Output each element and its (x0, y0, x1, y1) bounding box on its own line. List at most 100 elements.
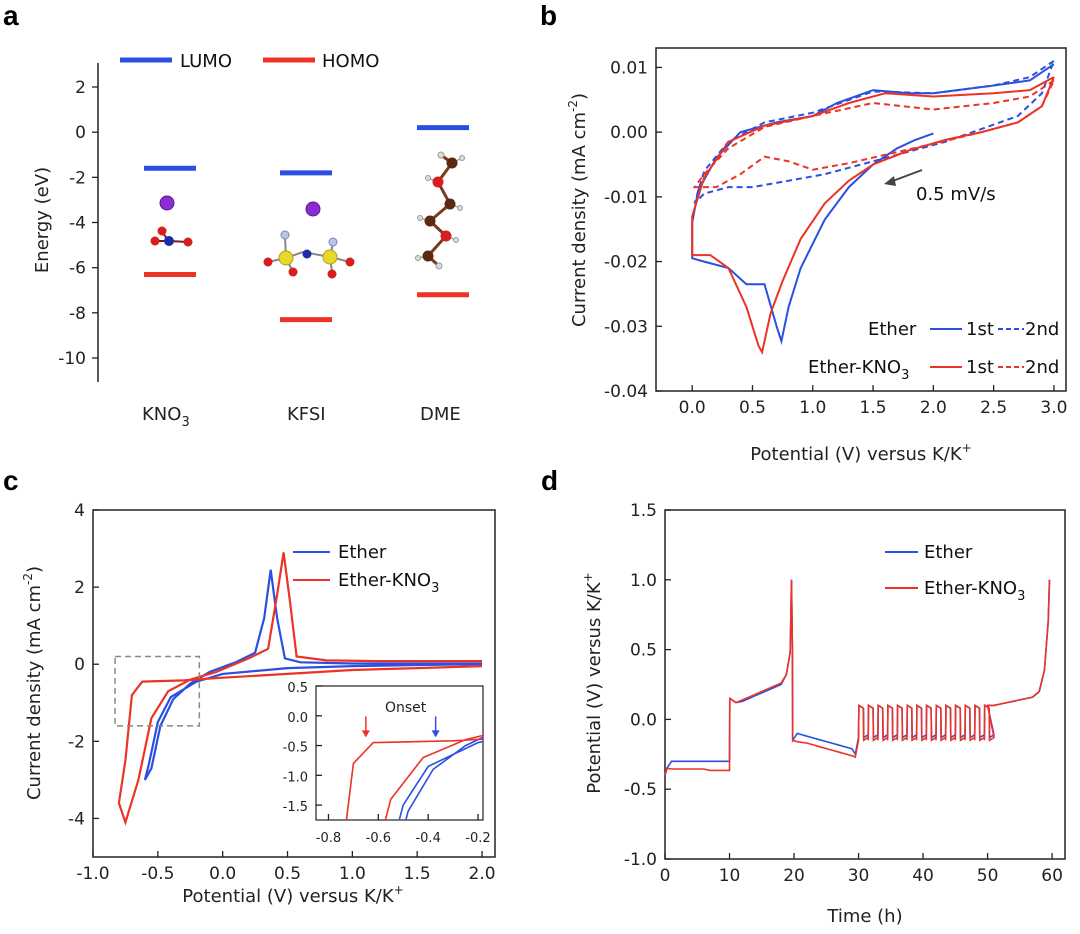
panel-c-y-tick-label: 2 (74, 578, 85, 598)
panel-c-y-tick-label: -4 (68, 809, 85, 829)
legend-lumo-label: LUMO (180, 51, 232, 72)
dme-molecule-illustration (415, 151, 465, 270)
inset-y-tick-label: -1.0 (283, 770, 308, 785)
panel-c-x-tick-label: 2.0 (469, 864, 496, 884)
panel-c-curves (117, 552, 483, 826)
panel-d-frame (664, 509, 1066, 860)
panel-b-chart: 0.0 0.5 1.0 1.5 2.0 2.5 3.0 0.01 0.00 -0.01 -0.02 -… (566, 47, 1067, 465)
inset-y-tick-label: 0.0 (287, 711, 308, 726)
panel-d-y-tick-label: 1.5 (630, 501, 657, 521)
onset-arrow-head-red (361, 730, 370, 738)
panel-c-x-tick-label: 1.0 (339, 864, 366, 884)
legend-ether-kno3-label: Ether-KNO3 (808, 357, 909, 383)
panel-a-y-tick-label: -4 (69, 214, 86, 234)
panel-b-x-tick-label: 2.0 (920, 398, 947, 418)
legend-ether-kno3-1st-label: 1st (966, 357, 994, 378)
panel-c-x-label: Potential (V) versus K/K+ (182, 883, 403, 907)
panel-letter-a: a (3, 0, 19, 31)
panel-b-ticks: 0.0 0.5 1.0 1.5 2.0 2.5 3.0 0.01 0.00 -0.01 -0.02 -… (604, 58, 1067, 418)
panel-b-x-tick-label: 3.0 (1040, 398, 1067, 418)
panel-d-x-tick-label: 50 (977, 866, 999, 886)
legend-ether-2nd-label: 2nd (1025, 319, 1059, 340)
scan-rate-arrow-head (884, 176, 896, 186)
legend-ether-1st-label: 1st (966, 319, 994, 340)
legend-ether-label: Ether (868, 319, 917, 340)
inset-ticks: -0.8 -0.6 -0.4 -0.2 0.5 0.0 -0.5 -1.0 -1.5 (283, 681, 491, 846)
inset-y-tick-label: -0.5 (283, 741, 308, 756)
panel-b-x-tick-label: 0.0 (679, 398, 706, 418)
panel-a-energy-levels (144, 125, 469, 323)
onset-arrow-head-blue (431, 730, 440, 738)
panel-b-y-label: Current density (mA cm-2) (566, 93, 590, 327)
panel-b-y-tick-label: -0.03 (604, 317, 648, 337)
panel-d-chart: 0 10 20 30 40 50 60 1.5 1.0 0.5 0.0 -0.5 -1.0 Time (… (581, 501, 1066, 927)
panel-a-y-tick-label: -2 (69, 168, 86, 188)
inset-x-tick-label: -0.8 (316, 831, 341, 846)
inset-y-tick-label: -1.5 (283, 800, 308, 815)
category-label-kfsi: KFSI (287, 404, 326, 425)
panel-d-y-label: Potential (V) versus K/K+ (581, 572, 605, 793)
panel-b-y-tick-label: 0.00 (610, 123, 648, 143)
panel-a-y-tick-label: -8 (69, 304, 86, 324)
panel-letter-b: b (540, 0, 557, 31)
inset-x-tick-label: -0.6 (366, 831, 391, 846)
panel-c-ticks: -1.0 -0.5 0.0 0.5 1.0 1.5 2.0 4 2 0 -2 -4 (68, 501, 496, 884)
panel-d-x-tick-label: 40 (912, 866, 934, 886)
curve-panel-d-ether-kno3 (664, 579, 1051, 776)
panel-b-y-tick-label: 0.01 (610, 58, 648, 78)
panel-a-y-tick-label: 2 (75, 78, 86, 98)
curve-panel-c-ether (143, 569, 483, 781)
panel-b-x-tick-label: 0.5 (739, 398, 766, 418)
panel-b-y-tick-label: -0.01 (604, 188, 648, 208)
panel-c-x-tick-label: -1.0 (76, 864, 109, 884)
panel-d-x-tick-label: 20 (783, 866, 805, 886)
panel-b-frame (655, 47, 1067, 392)
panel-c-legend-ether-kno3-label: Ether-KNO3 (338, 570, 439, 596)
panel-a-y-ticks: 2 0 -2 -4 -6 -8 -10 (58, 78, 98, 369)
panel-d-x-tick-label: 30 (848, 866, 870, 886)
kfsi-molecule-illustration (263, 201, 355, 279)
curve-panel-c-ether-kno3 (117, 552, 483, 826)
panel-d-legend-ether-label: Ether (924, 542, 973, 563)
panel-a-y-tick-label: -6 (69, 259, 86, 279)
panel-d-y-tick-label: 0.0 (630, 710, 657, 730)
scan-rate-annotation: 0.5 mV/s (916, 184, 996, 205)
panel-b-curves (691, 60, 1055, 356)
panel-d-x-tick-label: 10 (719, 866, 741, 886)
panel-d-y-tick-label: -1.0 (624, 850, 657, 870)
panel-c-x-tick-label: 0.0 (209, 864, 236, 884)
panel-d-curves (664, 579, 1051, 776)
panel-c-inset: -0.8 -0.6 -0.4 -0.2 0.5 0.0 -0.5 -1.0 -1.5 Onset (283, 681, 491, 846)
category-label-kno3: KNO3 (142, 404, 190, 430)
panel-a-chart: 20-2-4-6-8-10 Energy (eV) KNO3 KFSI DME … (32, 51, 469, 430)
inset-x-tick-label: -0.2 (465, 831, 490, 846)
panel-c-chart: -1.0 -0.5 0.0 0.5 1.0 1.5 2.0 4 2 0 -2 -4 Potential… (21, 501, 496, 907)
panel-d-y-tick-label: -0.5 (624, 780, 657, 800)
inset-x-tick-label: -0.4 (415, 831, 440, 846)
panel-b-y-tick-label: -0.02 (604, 253, 648, 273)
panel-a-y-tick-label: -10 (58, 349, 86, 369)
panel-c-x-tick-label: 0.5 (274, 864, 301, 884)
panel-c-y-tick-label: 4 (74, 501, 85, 521)
panel-a-y-tick-label: 0 (75, 123, 86, 143)
panel-letter-c: c (3, 465, 19, 496)
panel-b-x-tick-label: 1.0 (799, 398, 826, 418)
panel-c-frame (92, 509, 496, 858)
inset-curve-ether (398, 736, 483, 820)
kno3-molecule-illustration (150, 195, 193, 247)
inset-y-tick-label: 0.5 (287, 681, 308, 696)
scan-rate-arrow (889, 169, 923, 183)
panel-b-x-tick-label: 2.5 (980, 398, 1007, 418)
category-label-dme: DME (420, 404, 461, 425)
legend-ether-kno3-2nd-label: 2nd (1025, 357, 1059, 378)
panel-d-legend-ether-kno3-label: Ether-KNO3 (924, 578, 1025, 604)
panel-c-x-tick-label: 1.5 (404, 864, 431, 884)
curve-ether-1st (691, 63, 1055, 346)
panel-d-ticks: 0 10 20 30 40 50 60 1.5 1.0 0.5 0.0 -0.5 -1.0 (624, 501, 1063, 886)
panel-a-y-label: Energy (eV) (32, 167, 53, 273)
panel-c-y-tick-label: -2 (68, 732, 85, 752)
inset-onset-annotation: Onset (385, 700, 427, 716)
panel-letter-d: d (541, 465, 558, 496)
panel-d-x-tick-label: 60 (1041, 866, 1063, 886)
